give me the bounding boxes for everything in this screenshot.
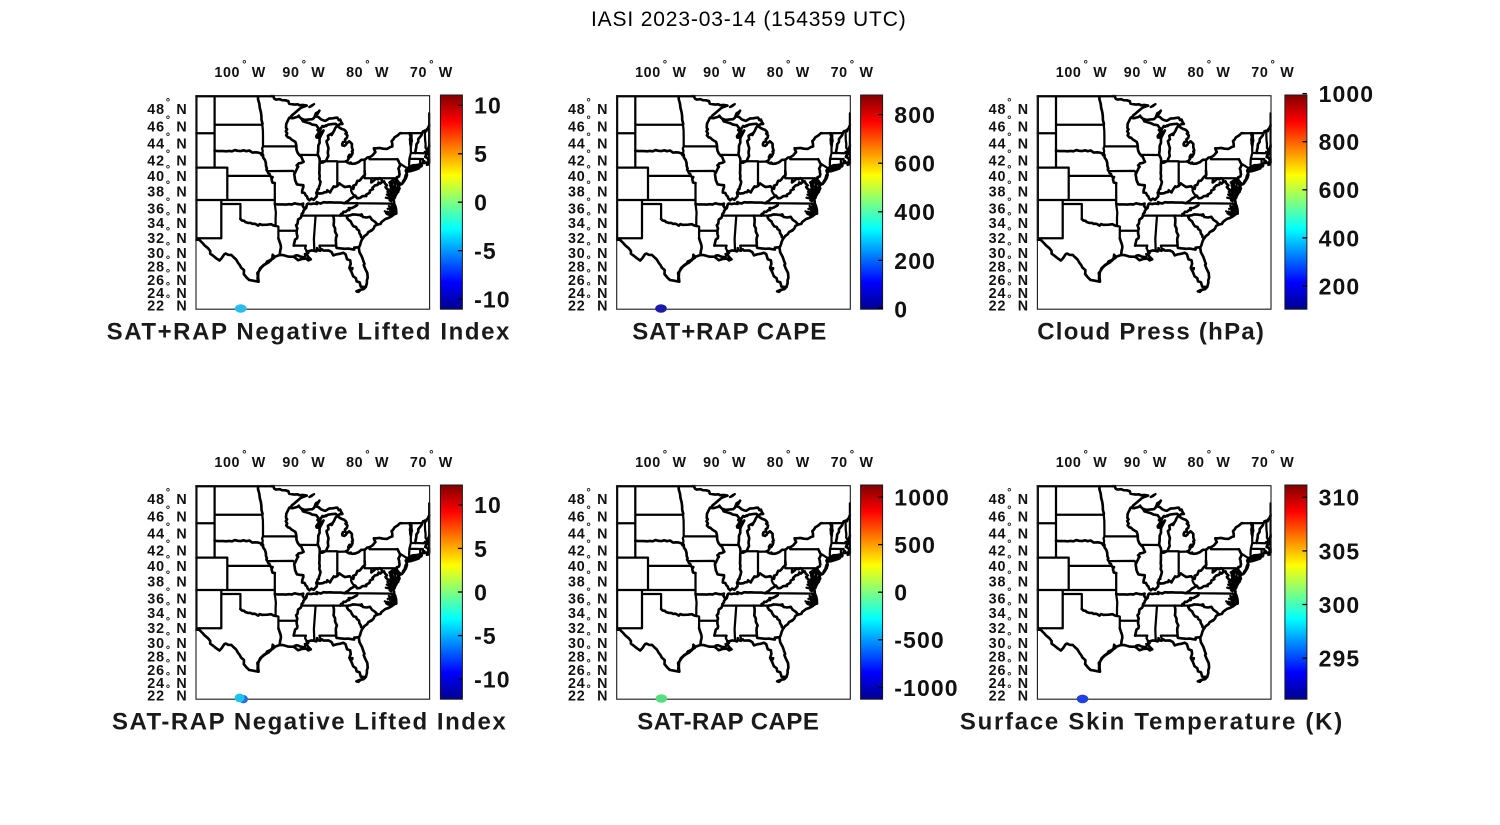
- svg-text:1000: 1000: [1319, 81, 1375, 107]
- svg-text:800: 800: [894, 102, 936, 128]
- svg-text:0: 0: [474, 579, 488, 605]
- svg-text:5: 5: [474, 536, 488, 562]
- svg-text:-5: -5: [474, 238, 497, 264]
- svg-text:SAT-RAP CAPE: SAT-RAP CAPE: [637, 708, 819, 735]
- svg-text:Surface Skin Temperature (K): Surface Skin Temperature (K): [960, 708, 1344, 735]
- svg-text:600: 600: [1319, 177, 1361, 203]
- svg-text:IASI 2023-03-14 (154359 UTC): IASI 2023-03-14 (154359 UTC): [591, 8, 907, 31]
- svg-text:SAT+RAP Negative Lifted Index: SAT+RAP Negative Lifted Index: [107, 318, 511, 345]
- svg-text:0: 0: [894, 296, 908, 322]
- svg-text:10: 10: [474, 492, 502, 518]
- svg-text:SAT+RAP CAPE: SAT+RAP CAPE: [632, 318, 827, 345]
- svg-text:0: 0: [894, 580, 908, 606]
- svg-text:400: 400: [1319, 225, 1361, 251]
- svg-text:500: 500: [894, 532, 936, 558]
- svg-text:305: 305: [1319, 538, 1361, 564]
- svg-text:10: 10: [474, 93, 502, 119]
- svg-text:800: 800: [1319, 129, 1361, 155]
- svg-text:-5: -5: [474, 623, 497, 649]
- svg-text:-500: -500: [894, 627, 944, 653]
- svg-text:-10: -10: [474, 287, 511, 313]
- svg-text:310: 310: [1319, 485, 1361, 511]
- svg-text:-10: -10: [474, 667, 511, 693]
- svg-text:5: 5: [474, 141, 488, 167]
- svg-text:0: 0: [474, 190, 488, 216]
- svg-text:Cloud Press (hPa): Cloud Press (hPa): [1037, 318, 1265, 345]
- svg-text:SAT-RAP Negative Lifted Index: SAT-RAP Negative Lifted Index: [112, 708, 507, 735]
- svg-text:400: 400: [894, 199, 936, 225]
- svg-text:295: 295: [1319, 646, 1361, 672]
- svg-text:200: 200: [894, 248, 936, 274]
- svg-text:300: 300: [1319, 592, 1361, 618]
- svg-text:1000: 1000: [894, 484, 950, 510]
- svg-text:600: 600: [894, 151, 936, 177]
- svg-text:200: 200: [1319, 273, 1361, 299]
- svg-text:-1000: -1000: [894, 675, 958, 701]
